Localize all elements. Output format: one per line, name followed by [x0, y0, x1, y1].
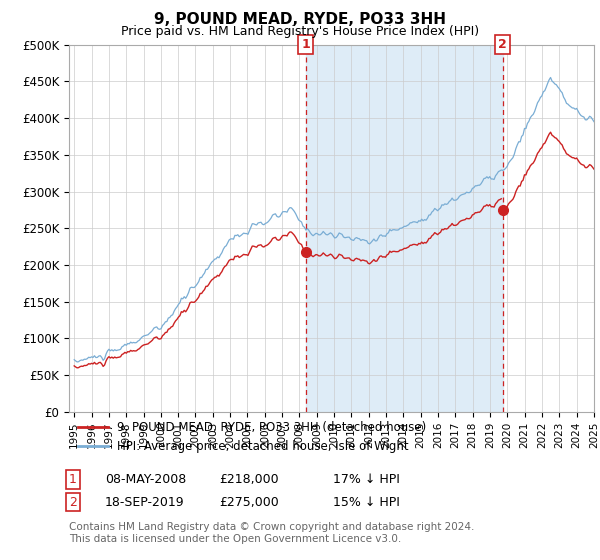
Text: 2: 2 — [498, 38, 507, 52]
Text: 1: 1 — [301, 38, 310, 52]
Text: 18-SEP-2019: 18-SEP-2019 — [105, 496, 185, 508]
Text: 9, POUND MEAD, RYDE, PO33 3HH (detached house): 9, POUND MEAD, RYDE, PO33 3HH (detached … — [116, 421, 426, 434]
Text: 08-MAY-2008: 08-MAY-2008 — [105, 473, 186, 486]
Text: HPI: Average price, detached house, Isle of Wight: HPI: Average price, detached house, Isle… — [116, 440, 408, 453]
Text: £275,000: £275,000 — [219, 496, 279, 508]
Text: 15% ↓ HPI: 15% ↓ HPI — [333, 496, 400, 508]
Text: 2: 2 — [69, 496, 77, 508]
Bar — [305, 45, 503, 412]
Text: Price paid vs. HM Land Registry's House Price Index (HPI): Price paid vs. HM Land Registry's House … — [121, 25, 479, 38]
Text: £218,000: £218,000 — [219, 473, 278, 486]
Text: Contains HM Land Registry data © Crown copyright and database right 2024.
This d: Contains HM Land Registry data © Crown c… — [69, 522, 475, 544]
Text: 1: 1 — [69, 473, 77, 486]
Text: 9, POUND MEAD, RYDE, PO33 3HH: 9, POUND MEAD, RYDE, PO33 3HH — [154, 12, 446, 27]
Text: 17% ↓ HPI: 17% ↓ HPI — [333, 473, 400, 486]
